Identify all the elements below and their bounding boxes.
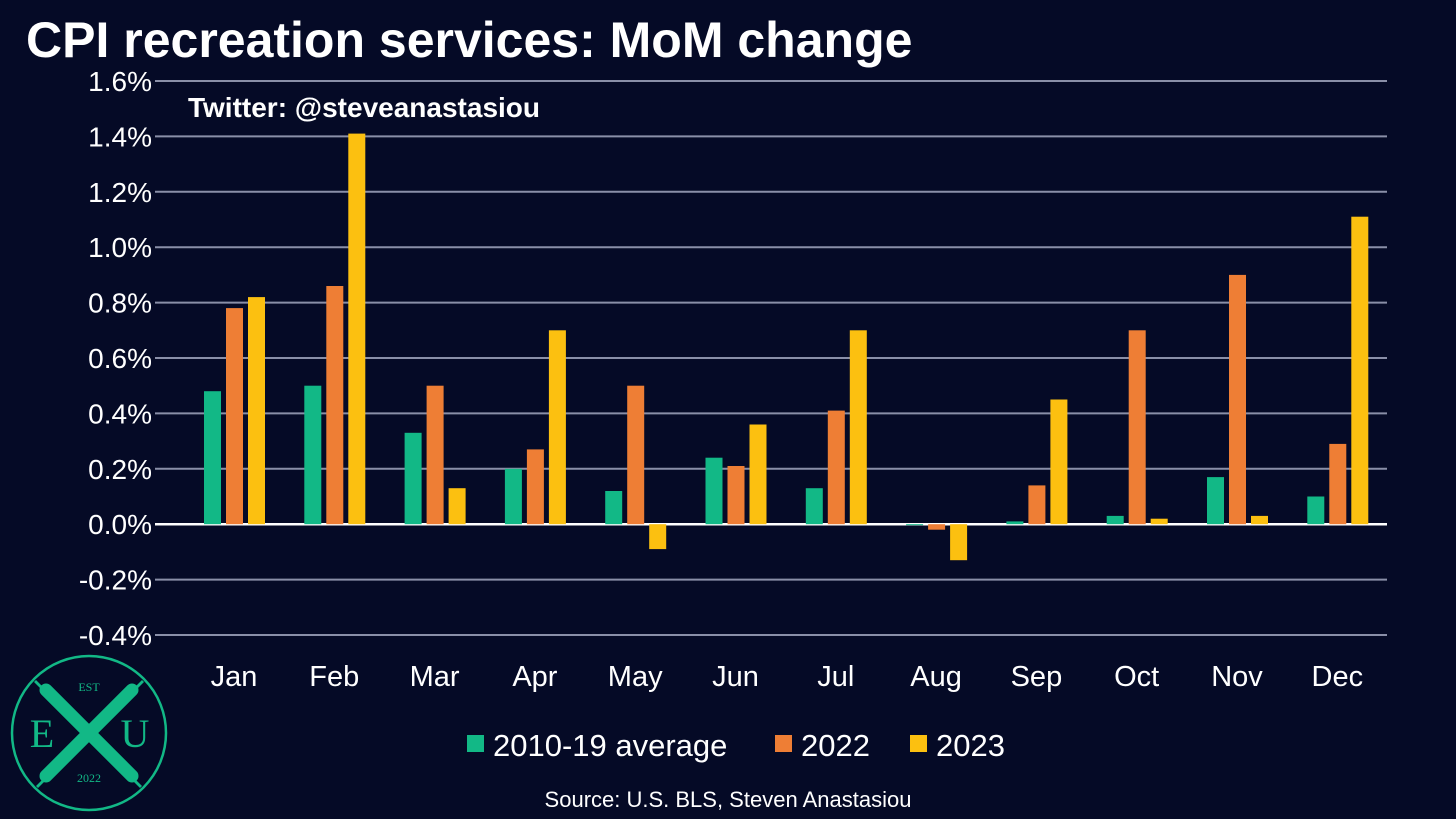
x-category-label: Jan — [211, 661, 258, 693]
x-category-label: Nov — [1211, 661, 1263, 693]
y-axis-ticks: 1.6% 1.4% 1.2% 1.0% 0.8% 0.6% 0.4% 0.2% 0.0% -0.2… — [79, 66, 152, 651]
bar-may-series-2 — [627, 385, 645, 525]
bar-sep-series-2 — [1028, 485, 1046, 525]
x-axis-categories: Jan Feb Mar Apr May Jun Jul Aug Sep Oct Nov Dec — [211, 661, 1363, 693]
bar-nov-series-2 — [1229, 274, 1246, 525]
bar-jul-series-2 — [827, 410, 845, 525]
bar-jul-series-3 — [849, 330, 867, 525]
x-category-label: Apr — [512, 661, 557, 693]
y-tick-label: 1.6% — [88, 66, 152, 97]
bar-jun-series-3 — [749, 424, 767, 525]
bar-may-series-3 — [649, 524, 667, 550]
legend-swatch — [467, 735, 484, 752]
y-tick-label: 1.0% — [88, 232, 152, 263]
y-tick-label: 0.6% — [88, 343, 152, 374]
bar-nov-series-1 — [1207, 477, 1224, 525]
y-tick-label: 1.4% — [88, 121, 152, 152]
x-category-label: Aug — [910, 661, 962, 693]
logo-letter-u: U — [121, 711, 150, 756]
x-category-label: Sep — [1011, 661, 1063, 693]
bar-apr-series-1 — [504, 468, 522, 525]
exu-logo: EST E U 2022 — [10, 654, 168, 812]
bar-jun-series-2 — [727, 466, 745, 525]
y-tick-label: 0.2% — [88, 454, 152, 485]
y-tick-label: 1.2% — [88, 177, 152, 208]
legend: 2010-19 average 2022 2023 — [467, 728, 1005, 763]
bar-jan-series-3 — [248, 297, 265, 525]
y-tick-label: -0.2% — [79, 565, 152, 596]
bar-aug-series-2 — [928, 524, 946, 530]
bar-dec-series-1 — [1307, 496, 1325, 525]
x-category-label: Jul — [817, 661, 854, 693]
bar-aug-series-1 — [906, 524, 924, 526]
bars — [204, 133, 1369, 561]
source-note: Source: U.S. BLS, Steven Anastasiou — [545, 787, 912, 812]
bar-mar-series-3 — [448, 488, 466, 525]
x-category-label: Dec — [1312, 661, 1364, 693]
logo-est: EST — [78, 680, 100, 694]
bar-feb-series-1 — [304, 385, 322, 525]
bar-may-series-1 — [605, 491, 623, 525]
legend-label: 2023 — [936, 728, 1005, 763]
x-category-label: Mar — [410, 661, 460, 693]
x-category-label: May — [608, 661, 663, 693]
bar-oct-series-3 — [1150, 518, 1168, 525]
x-category-label: Oct — [1114, 661, 1159, 693]
legend-swatch — [910, 735, 927, 752]
logo-year: 2022 — [77, 771, 101, 785]
logo-letter-e: E — [30, 711, 54, 756]
y-tick-label: -0.4% — [79, 620, 152, 651]
bar-aug-series-3 — [950, 524, 968, 561]
y-tick-label: 0.8% — [88, 288, 152, 319]
x-category-label: Feb — [309, 661, 359, 693]
bar-jan-series-2 — [226, 308, 243, 525]
bar-nov-series-3 — [1251, 515, 1268, 525]
bar-sep-series-1 — [1006, 521, 1024, 525]
bar-jun-series-1 — [705, 457, 723, 525]
legend-label: 2010-19 average — [493, 728, 727, 763]
bar-feb-series-2 — [326, 286, 344, 525]
bar-oct-series-2 — [1128, 330, 1146, 525]
x-category-label: Jun — [712, 661, 759, 693]
bar-oct-series-1 — [1106, 515, 1124, 525]
bar-mar-series-2 — [426, 385, 444, 525]
bar-dec-series-3 — [1351, 216, 1369, 525]
logo-ring — [10, 654, 168, 812]
bar-sep-series-3 — [1050, 399, 1068, 525]
bar-apr-series-2 — [526, 449, 544, 525]
bar-jul-series-1 — [805, 488, 823, 525]
y-tick-label: 0.0% — [88, 509, 152, 540]
bar-dec-series-2 — [1329, 443, 1347, 525]
y-tick-label: 0.4% — [88, 398, 152, 429]
bar-feb-series-3 — [348, 133, 366, 525]
chart-title: CPI recreation services: MoM change — [26, 12, 912, 68]
legend-label: 2022 — [801, 728, 870, 763]
logo-x-bar-2 — [39, 683, 139, 783]
legend-swatch — [775, 735, 792, 752]
bar-apr-series-3 — [548, 330, 566, 525]
bar-jan-series-1 — [204, 391, 221, 525]
bar-mar-series-1 — [404, 432, 422, 525]
twitter-watermark: Twitter: @steveanastasiou — [188, 92, 540, 123]
